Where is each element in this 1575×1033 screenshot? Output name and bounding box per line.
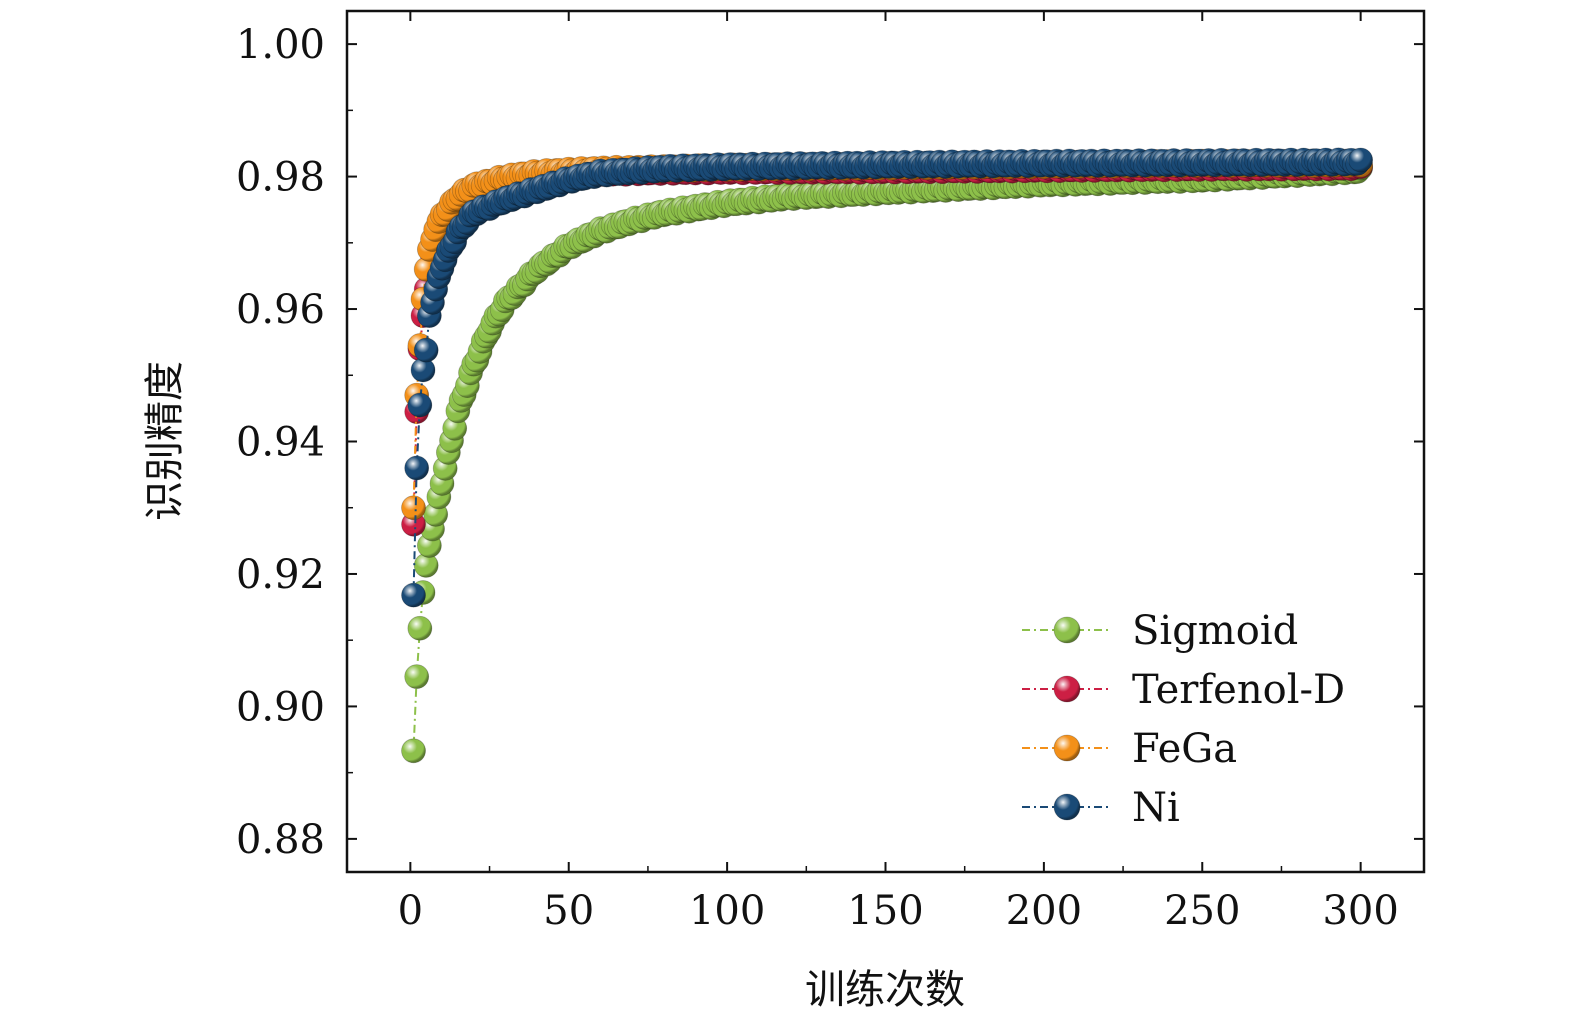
data-point xyxy=(1348,147,1374,173)
y-tick-label: 0.94 xyxy=(236,420,325,466)
data-point xyxy=(413,337,439,363)
legend: Sigmoid Terfenol-D FeGa Ni xyxy=(1022,608,1345,831)
data-point xyxy=(410,357,436,383)
legend-marker xyxy=(1053,616,1081,644)
data-point xyxy=(401,582,426,608)
x-tick-label: 150 xyxy=(847,888,923,934)
legend-label: FeGa xyxy=(1132,726,1237,772)
x-tick-label: 200 xyxy=(1006,888,1082,934)
x-tick-label: 50 xyxy=(543,888,594,934)
y-tick-label: 1.00 xyxy=(236,22,325,68)
legend-marker xyxy=(1053,793,1081,821)
legend-item: Sigmoid xyxy=(1022,608,1298,654)
y-tick-label: 0.96 xyxy=(236,287,325,333)
legend-item: FeGa xyxy=(1022,726,1237,772)
data-point xyxy=(401,495,426,521)
legend-marker xyxy=(1053,734,1081,762)
x-axis: 0 50 100 150 200 250 300 xyxy=(398,11,1399,934)
x-tick-label: 100 xyxy=(689,888,765,934)
data-point xyxy=(407,615,433,641)
series-ni xyxy=(401,147,1374,608)
series-layer xyxy=(401,147,1374,764)
y-tick-label: 0.90 xyxy=(236,684,325,730)
legend-marker xyxy=(1053,675,1081,703)
y-axis-title: 识别精度 xyxy=(142,361,188,521)
plot-frame xyxy=(345,9,1426,874)
data-point xyxy=(404,664,430,690)
legend-label: Ni xyxy=(1132,785,1180,831)
legend-label: Terfenol-D xyxy=(1132,667,1345,713)
data-point xyxy=(404,455,430,481)
series-line xyxy=(412,163,1362,525)
data-point xyxy=(413,552,439,578)
series-terfenol-d xyxy=(401,151,1374,537)
legend-item: Ni xyxy=(1022,785,1180,831)
x-tick-label: 0 xyxy=(398,888,423,934)
x-tick-label: 300 xyxy=(1322,888,1398,934)
y-tick-label: 0.98 xyxy=(236,155,325,201)
y-tick-label: 0.92 xyxy=(236,552,325,598)
series-line xyxy=(412,158,1362,596)
data-point xyxy=(401,738,426,764)
legend-label: Sigmoid xyxy=(1132,608,1298,654)
x-tick-label: 250 xyxy=(1164,888,1240,934)
y-tick-label: 0.88 xyxy=(236,817,325,863)
series-line xyxy=(412,159,1361,508)
legend-item: Terfenol-D xyxy=(1022,667,1345,713)
data-point xyxy=(407,392,433,418)
y-axis: 0.88 0.90 0.92 0.94 0.96 0.98 1.00 xyxy=(236,22,1424,863)
x-axis-title: 训练次数 xyxy=(805,967,965,1013)
